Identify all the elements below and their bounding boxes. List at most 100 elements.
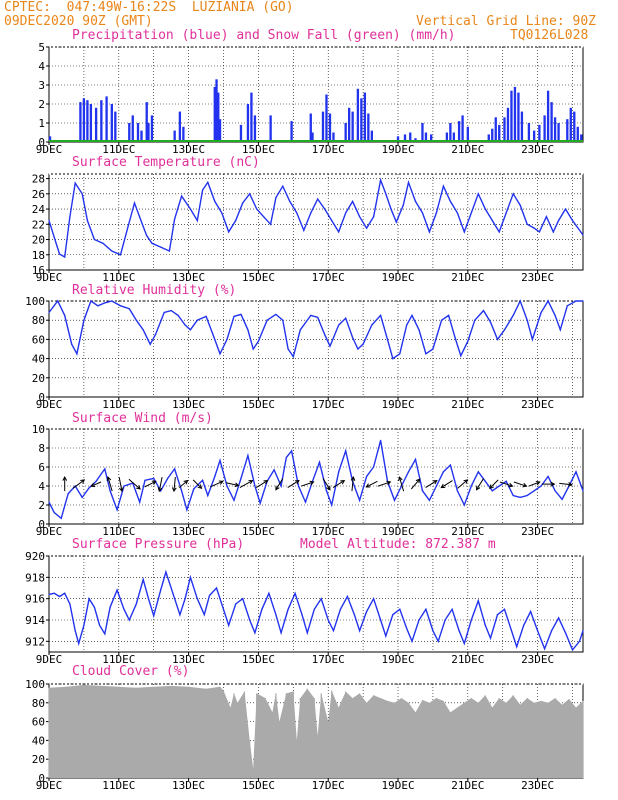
temp-xtick-label: 21DEC xyxy=(451,271,484,284)
rh-point xyxy=(540,311,542,314)
cloud-xtick-label: 21DEC xyxy=(451,779,484,792)
wind-point xyxy=(519,496,521,498)
precip-bar xyxy=(89,104,93,142)
rh-point xyxy=(128,308,130,310)
precip-bar xyxy=(363,92,367,142)
temp-ytick-label: 24 xyxy=(32,203,46,216)
temp-xtick-label: 17DEC xyxy=(312,271,345,284)
precip-title: Precipitation (blue) and Snow Fall (gree… xyxy=(72,28,456,43)
temp-point xyxy=(538,231,540,233)
rh-panel: 0 20 40 60 80 100 9DEC 11DEC 13DEC 15DEC 17DEC 19DE… xyxy=(25,295,584,411)
pressure-point xyxy=(99,624,101,626)
precip-bar xyxy=(79,102,82,142)
precip-bar xyxy=(576,126,579,142)
pressure-point xyxy=(510,630,513,632)
temp-point xyxy=(324,208,326,210)
wind-arrow-head xyxy=(80,479,86,484)
wind-arrow-head xyxy=(183,479,189,485)
precip-bar xyxy=(506,107,510,142)
pressure-point xyxy=(184,598,186,600)
wind-arrow-head xyxy=(508,482,514,488)
wind-arrow-head xyxy=(550,481,556,487)
rh-xtick-label: 19DEC xyxy=(381,398,414,411)
pressure-point xyxy=(537,630,539,632)
wind-point xyxy=(366,475,368,478)
wind-arrow xyxy=(287,480,300,489)
temp-point xyxy=(119,254,122,256)
rh-point xyxy=(163,311,165,314)
precip-bar xyxy=(403,134,407,142)
precip-bar xyxy=(550,102,553,142)
rh-point xyxy=(554,314,556,316)
precip-bar xyxy=(452,132,456,142)
precip-bar xyxy=(86,100,89,142)
precip-bar xyxy=(253,115,257,142)
pressure-point xyxy=(208,594,211,597)
precip-bar xyxy=(269,115,272,142)
temp-point xyxy=(146,235,148,237)
temp-point xyxy=(442,185,444,187)
pressure-point xyxy=(280,632,282,634)
temp-point xyxy=(296,212,298,214)
pressure-point xyxy=(313,608,315,610)
wind-xtick-label: 13DEC xyxy=(172,525,205,538)
pressure-point xyxy=(135,603,137,605)
pressure-point xyxy=(179,614,181,616)
temp-ytick-label: 20 xyxy=(32,234,45,247)
pressure-point xyxy=(48,593,50,596)
wind-arrow xyxy=(457,479,468,489)
rh-point xyxy=(329,345,331,347)
rh-point xyxy=(399,353,401,355)
temp-point xyxy=(421,212,424,214)
temp-point xyxy=(69,216,71,218)
wind-arrow-head xyxy=(398,476,403,482)
temp-point xyxy=(214,200,216,203)
precip-bar xyxy=(325,94,328,142)
precip-bar xyxy=(173,130,176,142)
wind-arrow-head xyxy=(567,482,573,487)
precip-bar xyxy=(566,119,569,142)
precip-bar xyxy=(367,113,370,142)
pressure-point xyxy=(346,595,349,598)
temp-point xyxy=(435,212,438,214)
rh-point xyxy=(184,324,186,326)
precip-bar xyxy=(82,98,86,142)
wind-point xyxy=(67,493,69,495)
wind-point xyxy=(477,471,479,473)
wind-point xyxy=(116,509,118,511)
rh-point xyxy=(547,300,549,302)
rh-xtick-label: 9DEC xyxy=(36,398,63,411)
rh-ytick-label: 60 xyxy=(32,333,45,346)
temp-point xyxy=(449,200,451,203)
wind-arrow xyxy=(107,476,113,492)
pressure-xtick-label: 15DEC xyxy=(242,653,275,666)
pressure-xtick-label: 9DEC xyxy=(36,653,63,666)
rh-point xyxy=(76,353,78,355)
header-code: TQ0126L028 xyxy=(510,28,589,43)
wind-arrow xyxy=(410,478,421,490)
precip-bar xyxy=(424,132,428,142)
pressure-point xyxy=(128,619,130,621)
pressure-xtick-label: 17DEC xyxy=(312,653,345,666)
wind-point xyxy=(505,480,507,482)
rh-point xyxy=(418,329,420,331)
pressure-point xyxy=(372,598,375,600)
rh-point xyxy=(482,310,485,312)
precip-bar xyxy=(520,111,524,142)
temp-point xyxy=(196,219,198,222)
rh-point xyxy=(97,305,99,307)
rh-xtick-label: 23DEC xyxy=(521,398,554,411)
precip-bar xyxy=(370,130,374,142)
pressure-point xyxy=(406,627,408,630)
rh-point xyxy=(149,343,151,345)
pressure-point xyxy=(392,614,394,616)
pressure-point xyxy=(53,592,55,594)
rh-point xyxy=(119,305,122,307)
cloud-xtick-label: 11DEC xyxy=(102,779,135,792)
temp-point xyxy=(552,231,554,233)
wind-point xyxy=(449,464,451,466)
rh-point xyxy=(240,313,242,316)
wind-point xyxy=(207,494,209,497)
pressure-xtick-label: 19DEC xyxy=(381,653,414,666)
